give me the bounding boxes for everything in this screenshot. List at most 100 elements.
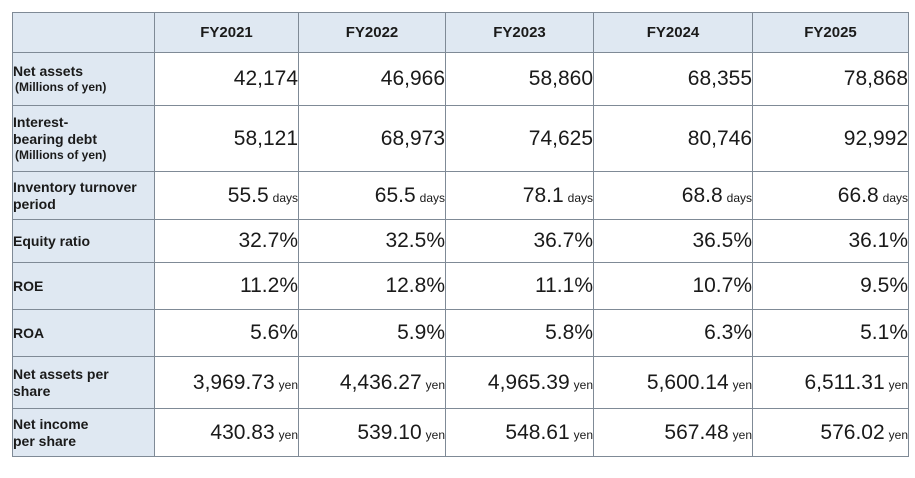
value-number: 9.5% (860, 274, 908, 297)
value-cell: 6,511.31 yen (752, 356, 909, 409)
value-unit: yen (425, 377, 445, 392)
value-number: 32.5% (385, 229, 445, 252)
value-cell: 6.3% (593, 309, 753, 357)
value-cell: 3,969.73 yen (154, 356, 299, 409)
value-unit: yen (573, 427, 593, 442)
header-fy2023: FY2023 (445, 12, 594, 53)
row-label-net-income-per-share: Net income per share (12, 408, 155, 457)
value-cell: 66.8 days (752, 171, 909, 220)
value-cell: 5,600.14 yen (593, 356, 753, 409)
value-number: 5.9% (397, 321, 445, 344)
header-fy2021: FY2021 (154, 12, 299, 53)
value-cell: 10.7% (593, 262, 753, 310)
value-cell: 4,965.39 yen (445, 356, 594, 409)
table-row-roa: ROA 5.6% 5.9% 5.8% 6.3% 5.1% (12, 309, 909, 357)
value-unit: days (419, 190, 445, 205)
value-number: 430.83 (210, 420, 275, 444)
value-cell: 68,973 (298, 105, 446, 172)
value-number: 5.6% (250, 321, 298, 344)
row-label-unit: (Millions of yen) (15, 80, 107, 94)
value-number: 3,969.73 (192, 370, 275, 394)
value-number: 78,868 (843, 67, 908, 90)
row-label-text: Equity ratio (13, 232, 91, 249)
financial-indicators-table: FY2021 FY2022 FY2023 FY2024 FY2025 Net a… (12, 12, 909, 457)
value-cell: 80,746 (593, 105, 753, 172)
row-label-net-assets-per-share: Net assets per share (12, 356, 155, 409)
value-number: 548.61 (505, 420, 570, 444)
value-cell: 92,992 (752, 105, 909, 172)
value-cell: 11.2% (154, 262, 299, 310)
value-unit: yen (573, 377, 593, 392)
value-number: 66.8 (837, 183, 879, 207)
value-unit: yen (425, 427, 445, 442)
value-number: 5,600.14 (646, 370, 729, 394)
row-label-text: Net assets per share (13, 365, 109, 399)
value-cell: 5.1% (752, 309, 909, 357)
value-cell: 32.7% (154, 219, 299, 263)
value-cell: 68,355 (593, 52, 753, 106)
value-number: 11.2% (240, 274, 298, 297)
value-cell: 68.8 days (593, 171, 753, 220)
value-number: 32.7% (238, 229, 298, 252)
value-cell: 576.02 yen (752, 408, 909, 457)
row-label-text: Net assets (13, 63, 84, 79)
value-number: 576.02 (820, 420, 885, 444)
value-cell: 567.48 yen (593, 408, 753, 457)
value-cell: 548.61 yen (445, 408, 594, 457)
value-cell: 42,174 (154, 52, 299, 106)
value-number: 4,436.27 (339, 370, 422, 394)
value-cell: 58,860 (445, 52, 594, 106)
value-cell: 78.1 days (445, 171, 594, 220)
value-number: 58,121 (233, 126, 298, 150)
header-fy2025: FY2025 (752, 12, 909, 53)
row-label-unit: (Millions of yen) (15, 148, 107, 162)
value-number: 6,511.31 (804, 370, 885, 394)
value-number: 42,174 (233, 67, 298, 90)
header-fy2022: FY2022 (298, 12, 446, 53)
value-cell: 5.9% (298, 309, 446, 357)
value-unit: yen (278, 377, 298, 392)
value-cell: 11.1% (445, 262, 594, 310)
value-unit: yen (888, 377, 908, 392)
row-label-text: Net income per share (13, 415, 89, 449)
value-number: 5.1% (860, 321, 908, 344)
table-row-inventory-turnover-period: Inventory turnover period 55.5 days 65.5 day… (12, 171, 909, 220)
value-number: 92,992 (843, 126, 908, 150)
table-row-interest-bearing-debt: Interest-bearing debt (Millions of yen) 58… (12, 105, 909, 172)
value-cell: 5.6% (154, 309, 299, 357)
value-unit: yen (732, 427, 752, 442)
row-label-roa: ROA (12, 309, 155, 357)
value-number: 12.8% (385, 274, 445, 297)
row-label-roe: ROE (12, 262, 155, 310)
value-unit: days (882, 190, 908, 205)
value-cell: 5.8% (445, 309, 594, 357)
value-unit: yen (278, 427, 298, 442)
table-row-roe: ROE 11.2% 12.8% 11.1% 10.7% 9.5% (12, 262, 909, 310)
value-unit: yen (732, 377, 752, 392)
value-number: 36.5% (692, 229, 752, 252)
value-number: 10.7% (692, 274, 752, 297)
value-number: 68,973 (380, 126, 445, 150)
table-row-net-income-per-share: Net income per share 430.83 yen 539.10 yen 54… (12, 408, 909, 457)
table-row-net-assets: Net assets (Millions of yen) 42,174 46,966 5… (12, 52, 909, 106)
value-cell: 36.1% (752, 219, 909, 263)
value-unit: days (726, 190, 752, 205)
value-cell: 55.5 days (154, 171, 299, 220)
row-label-text: ROE (13, 277, 44, 294)
value-unit: yen (888, 427, 908, 442)
header-corner-cell (12, 12, 155, 53)
value-number: 46,966 (380, 67, 445, 90)
value-number: 55.5 (227, 183, 269, 207)
value-unit: days (567, 190, 593, 205)
row-label-interest-bearing-debt: Interest-bearing debt (Millions of yen) (12, 105, 155, 172)
value-number: 74,625 (528, 126, 593, 150)
row-label-text: ROA (13, 324, 45, 341)
value-number: 36.7% (533, 229, 593, 252)
value-number: 567.48 (664, 420, 729, 444)
value-cell: 65.5 days (298, 171, 446, 220)
value-cell: 78,868 (752, 52, 909, 106)
value-number: 80,746 (687, 126, 752, 150)
value-cell: 46,966 (298, 52, 446, 106)
value-number: 65.5 (374, 183, 416, 207)
value-number: 5.8% (545, 321, 593, 344)
